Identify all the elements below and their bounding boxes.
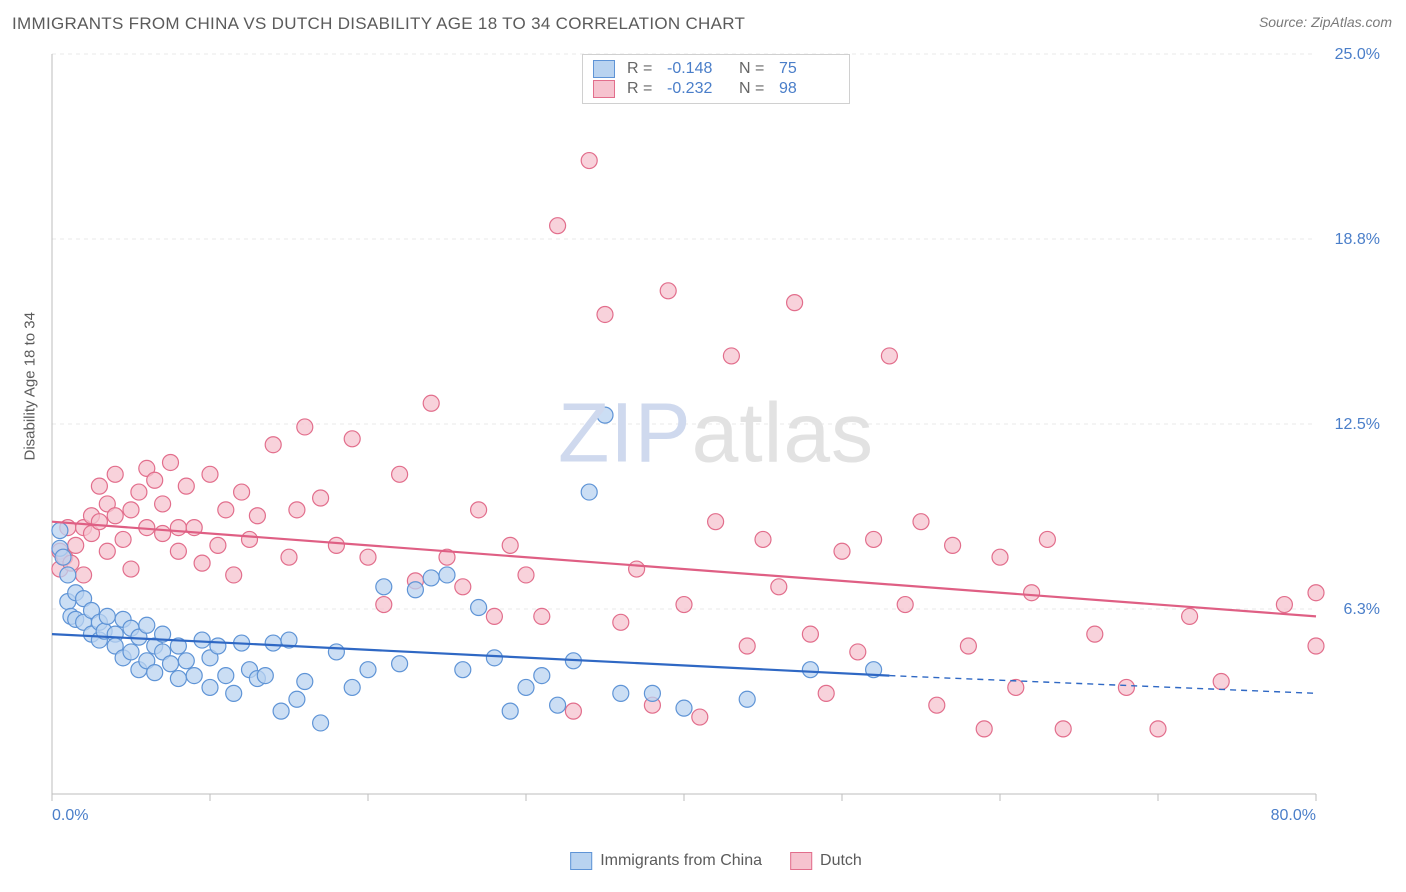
legend-bottom: Immigrants from China Dutch: [570, 852, 862, 870]
svg-text:80.0%: 80.0%: [1271, 807, 1316, 824]
svg-text:18.8%: 18.8%: [1335, 231, 1380, 248]
legend-item: Dutch: [790, 852, 862, 870]
y-axis-label: Disability Age 18 to 34: [22, 437, 39, 461]
legend-swatch-pink: [790, 852, 812, 870]
n-label: N =: [739, 60, 767, 78]
legend-swatch-blue: [593, 60, 615, 78]
svg-text:6.3%: 6.3%: [1344, 601, 1380, 618]
svg-text:12.5%: 12.5%: [1335, 416, 1380, 433]
chart-svg: 0.0% 80.0% 6.3% 12.5% 18.8% 25.0%: [46, 48, 1386, 834]
chart-title: IMMIGRANTS FROM CHINA VS DUTCH DISABILIT…: [12, 14, 745, 34]
n-label: N =: [739, 80, 767, 98]
plot-area: R = -0.148 N = 75 R = -0.232 N = 98 ZIPa…: [46, 48, 1386, 834]
source-label: Source: ZipAtlas.com: [1259, 14, 1392, 30]
n-value-1: 75: [779, 60, 839, 78]
legend-stats-row: R = -0.148 N = 75: [593, 59, 839, 79]
y-axis-label-wrap: Disability Age 18 to 34: [18, 0, 42, 892]
legend-label-2: Dutch: [820, 852, 862, 870]
legend-swatch-blue: [570, 852, 592, 870]
r-value-2: -0.232: [667, 80, 727, 98]
svg-text:25.0%: 25.0%: [1335, 48, 1380, 63]
svg-text:0.0%: 0.0%: [52, 807, 88, 824]
legend-label-1: Immigrants from China: [600, 852, 762, 870]
legend-stats-row: R = -0.232 N = 98: [593, 79, 839, 99]
legend-item: Immigrants from China: [570, 852, 762, 870]
r-label: R =: [627, 60, 655, 78]
r-value-1: -0.148: [667, 60, 727, 78]
legend-stats: R = -0.148 N = 75 R = -0.232 N = 98: [582, 54, 850, 104]
n-value-2: 98: [779, 80, 839, 98]
legend-swatch-pink: [593, 80, 615, 98]
r-label: R =: [627, 80, 655, 98]
